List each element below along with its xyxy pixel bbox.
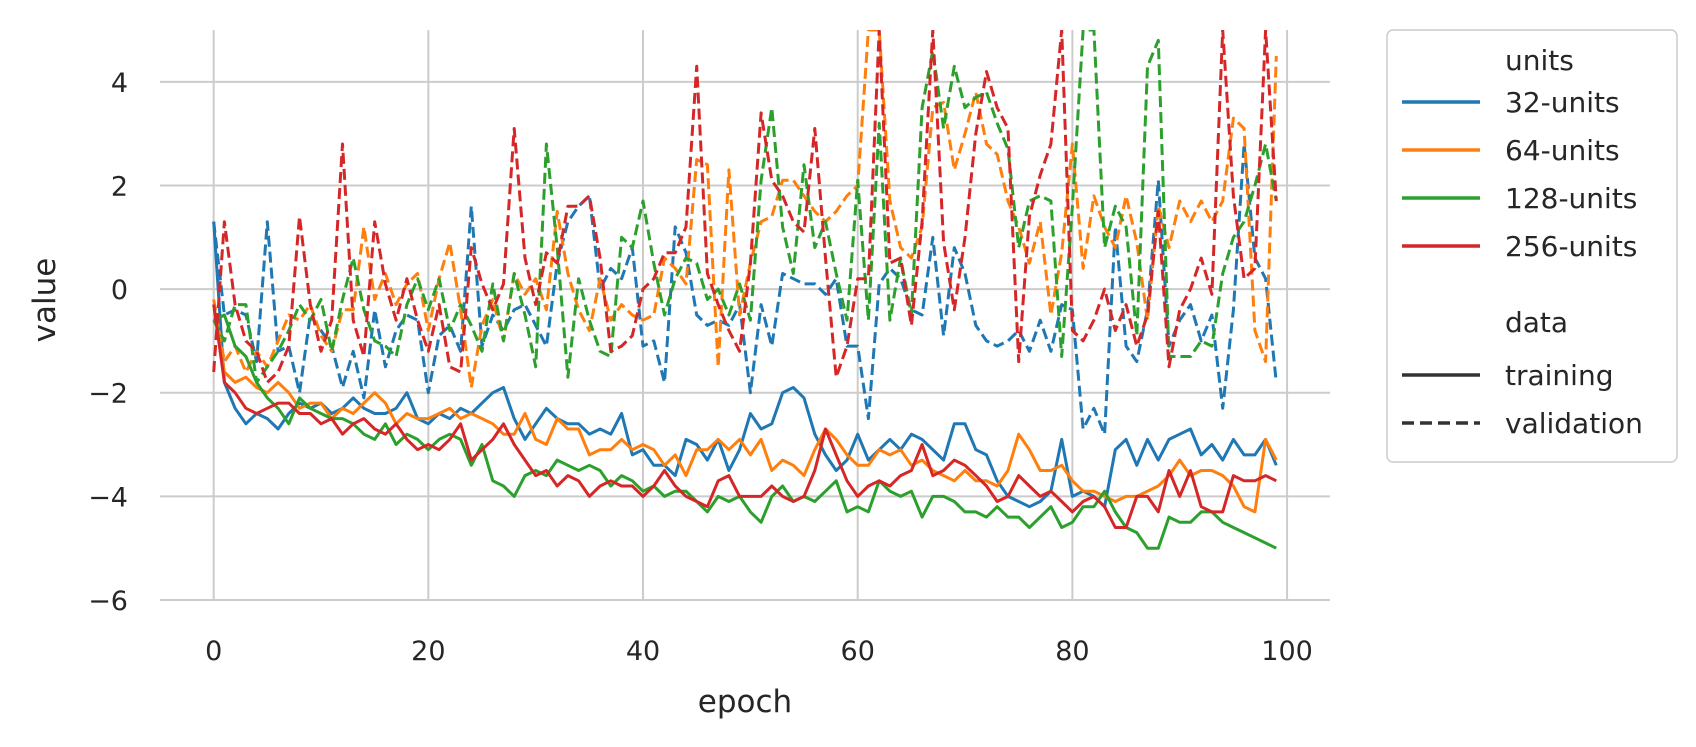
- series-line-64-units-training: [212, 304, 1278, 514]
- series-line-32-units-validation: [212, 142, 1278, 436]
- x-tick-label: 80: [1055, 636, 1089, 667]
- series-line-256-units-validation: [212, 30, 1278, 384]
- x-tick-label: 20: [411, 636, 445, 667]
- legend-title-units: units: [1505, 44, 1574, 77]
- y-tick-label: 2: [111, 171, 128, 202]
- legend-title-data: data: [1505, 306, 1568, 339]
- y-tick-label: 4: [111, 68, 128, 99]
- axes-layer: 0 20 40 60 80 100 −6 −4 −2 0 2 4: [88, 68, 1330, 667]
- y-tick-label: 0: [111, 275, 128, 306]
- legend-label-256-units: 256-units: [1505, 230, 1637, 263]
- legend-units: 32-units 64-units 128-units 256-units: [1402, 86, 1637, 263]
- series-layer: [212, 30, 1278, 550]
- series-line-32-units-training: [212, 221, 1278, 509]
- y-axis-label: value: [27, 258, 63, 343]
- legend-label-32-units: 32-units: [1505, 86, 1620, 119]
- y-tick-label: −6: [88, 586, 128, 617]
- series-line-256-units-training: [212, 304, 1277, 529]
- x-tick-label: 60: [841, 636, 875, 667]
- x-tick-label: 0: [205, 636, 222, 667]
- legend-label-validation: validation: [1505, 407, 1643, 440]
- legend-frame: [1386, 29, 1678, 463]
- legend: units 32-units 64-units 128-units 256-units…: [1386, 29, 1678, 463]
- series-line-64-units-validation: [212, 30, 1278, 389]
- y-tick-label: −4: [88, 482, 128, 513]
- x-axis-label: epoch: [698, 684, 792, 720]
- grid: [160, 30, 1330, 601]
- x-tick-label: 40: [626, 636, 660, 667]
- series-line-128-units-training: [213, 313, 1277, 550]
- series-line-128-units-validation: [212, 30, 1278, 384]
- legend-label-128-units: 128-units: [1505, 182, 1637, 215]
- y-tick-label: −2: [88, 379, 128, 410]
- x-tick-label: 100: [1261, 636, 1313, 667]
- legend-label-training: training: [1505, 359, 1613, 392]
- legend-styles: training validation: [1402, 359, 1643, 440]
- legend-label-64-units: 64-units: [1505, 134, 1620, 167]
